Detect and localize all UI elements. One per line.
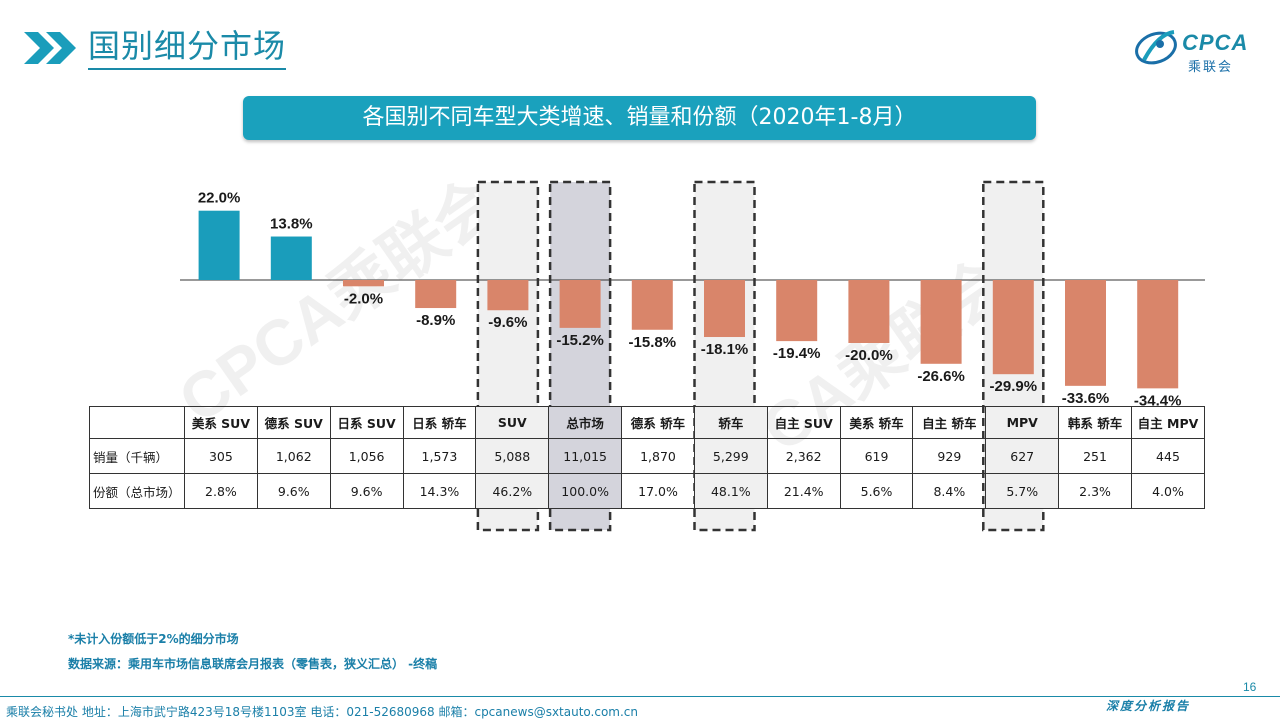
table-cell: 5,299: [693, 438, 768, 474]
bar-德系-SUV: [270, 236, 312, 280]
data-label: -26.6%: [917, 368, 965, 385]
data-label: -33.6%: [1062, 390, 1110, 407]
data-label: -29.9%: [990, 378, 1038, 395]
table-corner-cell: [89, 406, 185, 439]
table-cell: 46.2%: [475, 473, 550, 509]
data-label: 13.8%: [270, 216, 313, 233]
table-cell: 100.0%: [548, 473, 623, 509]
table-header-cell: 轿车: [693, 406, 768, 439]
table-row: 销量（千辆） 305 1,062 1,056 1,573 5,088 11,015 1,870…: [89, 438, 1206, 474]
table-header-cell: 韩系 轿车: [1058, 406, 1132, 439]
table-header-cell: 美系 轿车: [839, 406, 914, 439]
table-header-cell: 自主 MPV: [1130, 406, 1206, 439]
table-cell: 1,573: [402, 438, 477, 474]
bar-总市场: [559, 280, 601, 328]
table-cell: 9.6%: [256, 473, 331, 509]
bar-韩系-轿车: [1065, 280, 1106, 386]
footer-report-label: 深度分析报告: [1105, 699, 1190, 713]
chart-banner-title: 各国别不同车型大类增速、销量和份额（2020年1-8月）: [243, 96, 1036, 140]
data-table: 美系 SUV 德系 SUV 日系 SUV 日系 轿车 SUV 总市场 德系 轿车 轿车 自主 S…: [89, 406, 1206, 509]
logo-text: CPCA: [1182, 30, 1249, 55]
bar-德系-轿车: [631, 280, 673, 330]
table-cell: 2.8%: [184, 473, 258, 509]
table-header-cell: 德系 轿车: [621, 406, 695, 439]
table-cell: 445: [1130, 438, 1206, 474]
data-label: -2.0%: [344, 290, 383, 307]
table-cell: 5,088: [475, 438, 550, 474]
table-cell: 929: [912, 438, 987, 474]
table-header-cell: 自主 SUV: [766, 406, 841, 439]
table-cell: 1,056: [329, 438, 404, 474]
table-cell: 14.3%: [402, 473, 477, 509]
bar-自主-SUV: [776, 280, 818, 342]
cpca-logo-icon: [1135, 30, 1177, 65]
data-label: -15.8%: [629, 334, 677, 351]
table-cell: 619: [839, 438, 914, 474]
page-number: 16: [1243, 680, 1257, 694]
table-cell: 627: [985, 438, 1060, 474]
bar-日系-轿车: [415, 280, 457, 309]
footer-address: 乘联会秘书处 地址：上海市武宁路423号18号楼1103室 电话：021-526…: [6, 705, 639, 719]
table-row-label: 份额（总市场）: [89, 473, 185, 509]
table-cell: 21.4%: [766, 473, 841, 509]
table-cell: 5.6%: [839, 473, 914, 509]
table-cell: 17.0%: [621, 473, 695, 509]
table-row-label: 销量（千辆）: [89, 438, 185, 474]
table-cell: 305: [184, 438, 258, 474]
bar-美系-SUV: [198, 210, 240, 280]
logo-subtitle: 乘联会: [1188, 59, 1234, 74]
bar-SUV: [487, 280, 529, 311]
table-header-cell: 德系 SUV: [256, 406, 331, 439]
table-cell: 9.6%: [329, 473, 404, 509]
data-label: -8.9%: [416, 312, 455, 329]
table-header-cell: SUV: [475, 406, 550, 439]
data-label: -19.4%: [773, 345, 821, 362]
bar-自主-MPV: [1137, 280, 1179, 389]
footnote-source: 数据来源：乘用车市场信息联席会月报表（零售表，狭义汇总） -终稿: [68, 657, 438, 671]
table-cell: 2,362: [766, 438, 841, 474]
table-header-cell: 总市场: [548, 406, 623, 439]
table-cell: 8.4%: [912, 473, 987, 509]
table-cell: 1,062: [256, 438, 331, 474]
table-header-cell: MPV: [985, 406, 1060, 439]
table-cell: 1,870: [621, 438, 695, 474]
table-header-cell: 美系 SUV: [184, 406, 258, 439]
table-header-cell: 日系 SUV: [329, 406, 404, 439]
table-cell: 2.3%: [1058, 473, 1132, 509]
bar-自主-轿车: [920, 280, 962, 364]
table-header-cell: 日系 轿车: [402, 406, 477, 439]
table-header-cell: 自主 轿车: [912, 406, 987, 439]
table-row: 份额（总市场） 2.8% 9.6% 9.6% 14.3% 46.2% 100.0% 17.0%…: [89, 473, 1206, 509]
footer-divider: [0, 696, 1280, 697]
table-cell: 4.0%: [1130, 473, 1206, 509]
data-label: -18.1%: [701, 341, 749, 358]
footnote-note: *未计入份额低于2%的细分市场: [68, 632, 239, 646]
bar-MPV: [992, 280, 1034, 375]
data-label: -9.6%: [488, 314, 527, 331]
data-label: -15.2%: [556, 332, 604, 349]
data-label: -20.0%: [845, 347, 893, 364]
chevron-double-right-icon: [24, 32, 76, 64]
table-cell: 5.7%: [985, 473, 1060, 509]
bar-轿车: [704, 280, 745, 338]
data-label: 22.0%: [198, 190, 241, 207]
table-cell: 251: [1058, 438, 1132, 474]
table-cell: 48.1%: [693, 473, 768, 509]
data-label: -34.4%: [1134, 392, 1182, 409]
bar-美系-轿车: [848, 280, 890, 343]
bar-日系-SUV: [343, 280, 384, 287]
page-title: 国别细分市场: [88, 26, 287, 70]
table-cell: 11,015: [548, 438, 623, 474]
